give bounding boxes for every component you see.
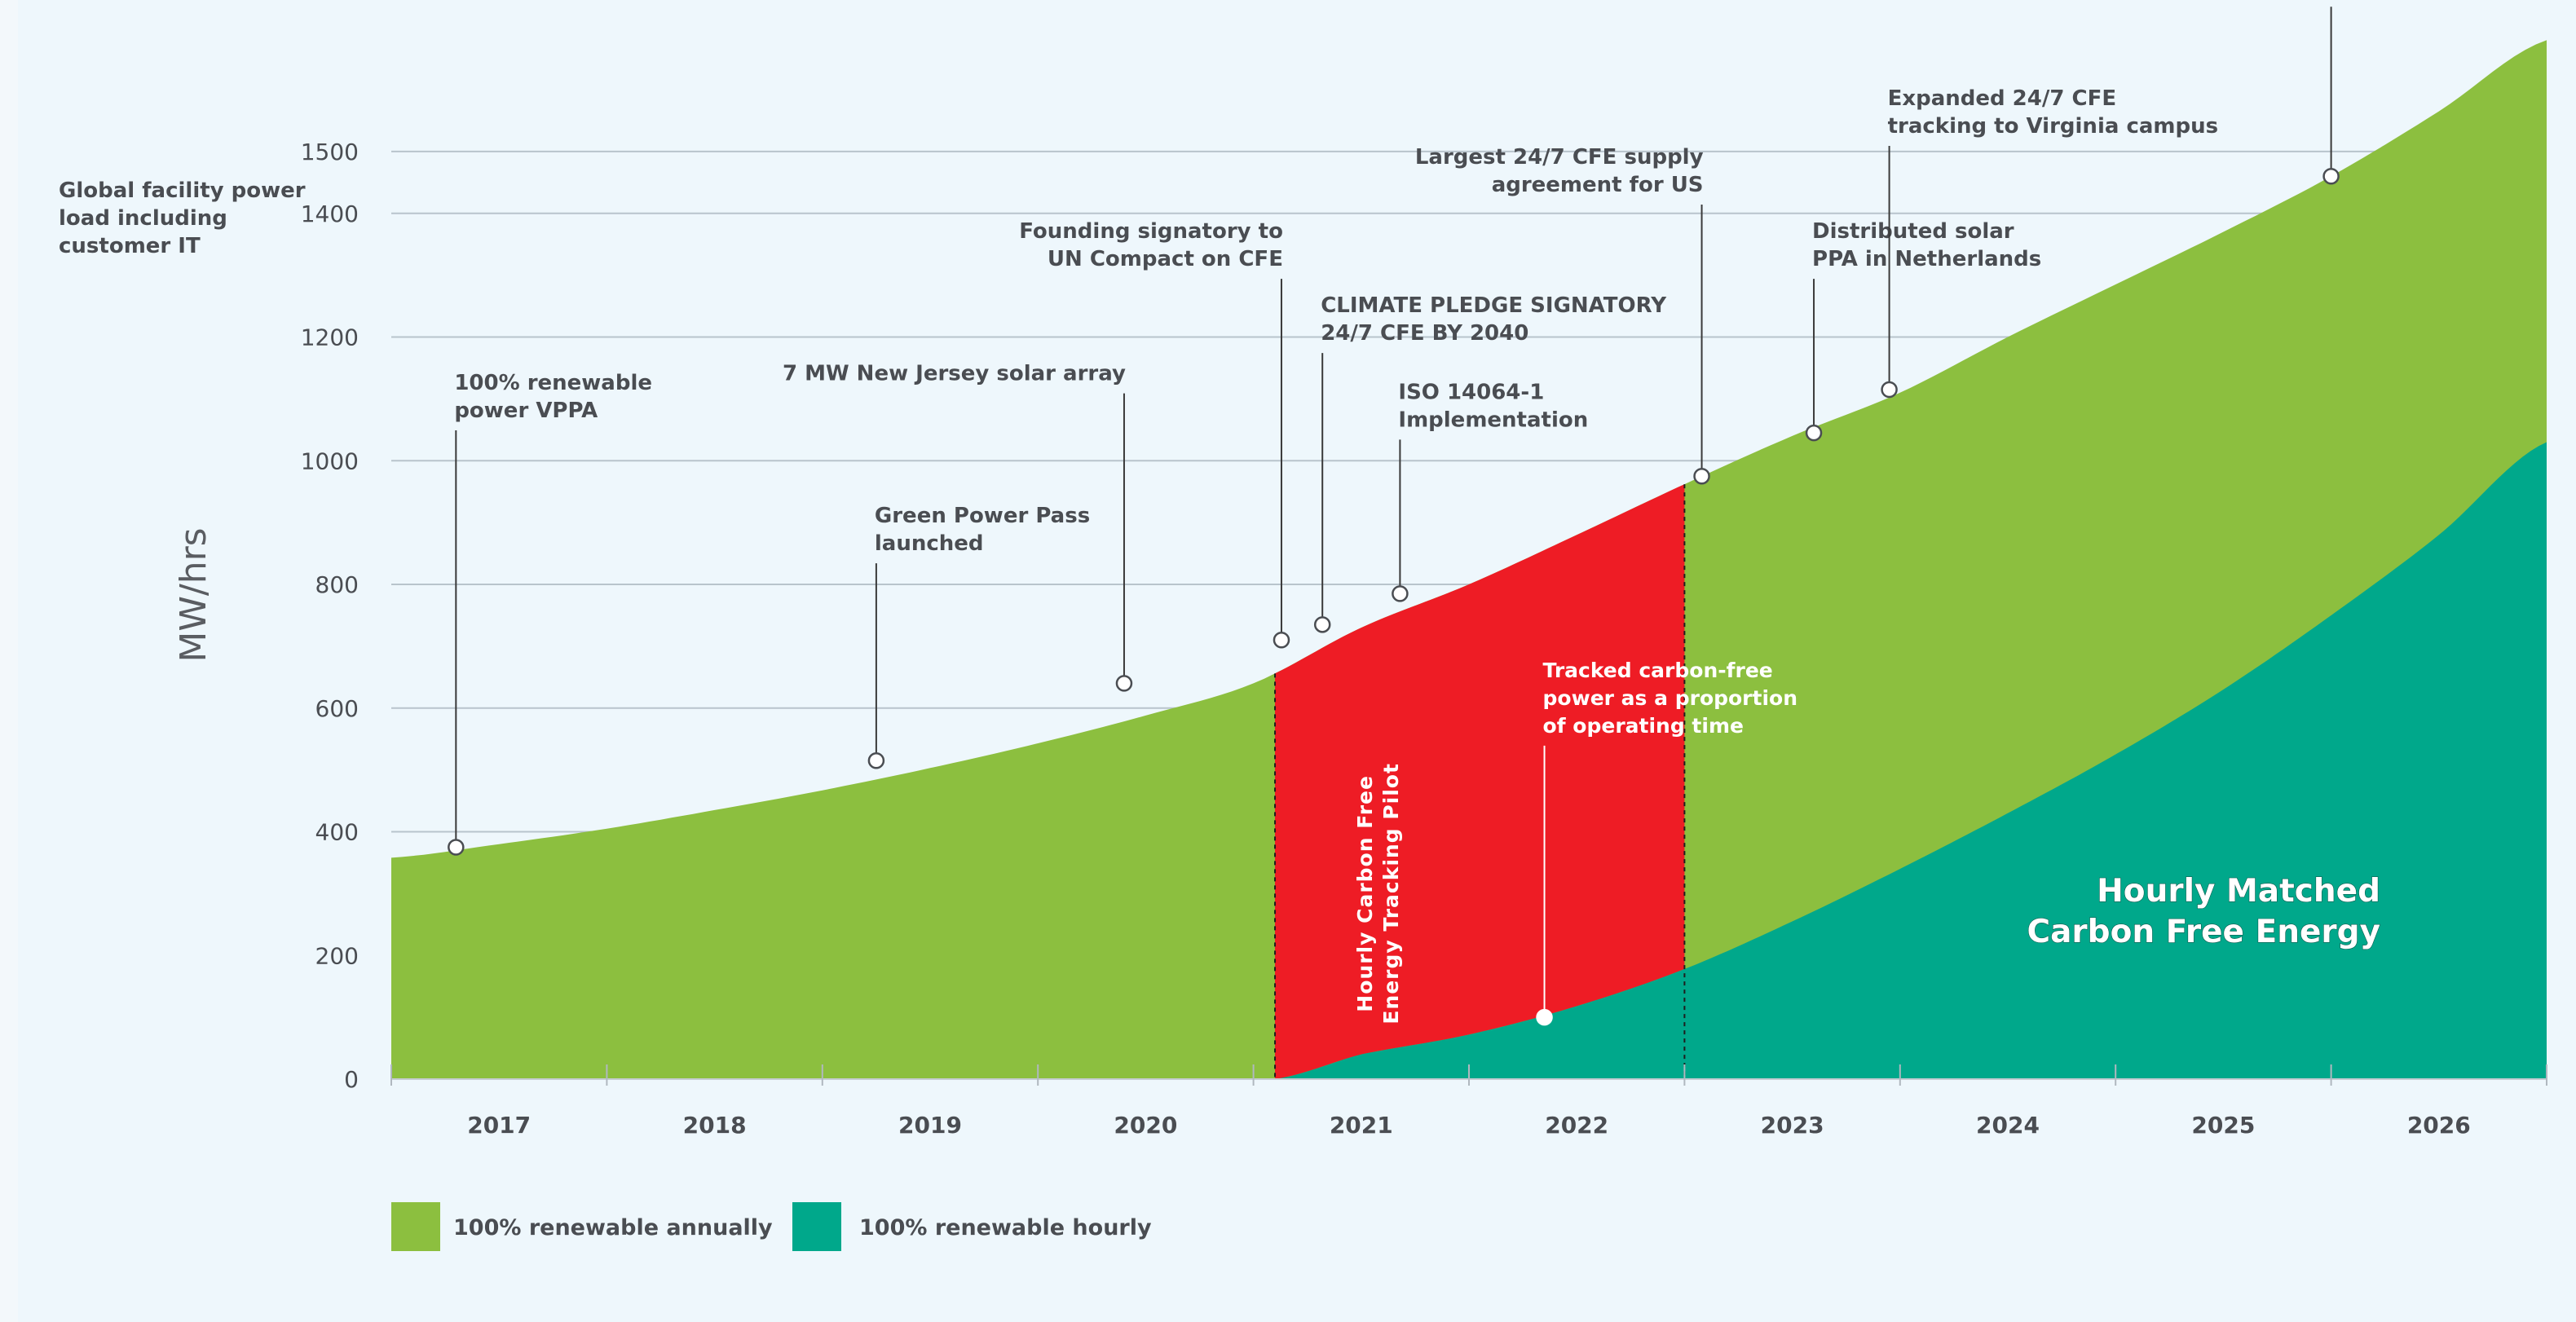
y-tick-label: 1400 xyxy=(301,201,359,227)
x-tick-label: 2022 xyxy=(1545,1112,1608,1139)
annotation-text: agreement for US xyxy=(1492,173,1704,197)
annotation-text: Largest 24/7 CFE supply xyxy=(1415,145,1704,170)
x-tick-label: 2019 xyxy=(898,1112,962,1139)
y-tick-label: 1200 xyxy=(301,324,359,351)
annotation: Founding signatory to UN Compact on CFE xyxy=(1019,219,1290,649)
annotation: Pilot Grid InteractiveCapabilities xyxy=(2322,7,2340,185)
annotation-text: Founding signatory to xyxy=(1019,219,1283,244)
annotation-marker xyxy=(1693,467,1710,485)
legend-item-hourly: 100% renewable hourly xyxy=(792,1202,1152,1251)
x-tick-label: 2026 xyxy=(2407,1112,2471,1139)
x-tick-label: 2021 xyxy=(1330,1112,1393,1139)
annotation-text: 7 MW New Jersey solar array xyxy=(783,362,1126,386)
annotation-text: Tracked carbon-free xyxy=(1543,659,1773,682)
y-tick-label: 200 xyxy=(315,942,359,969)
annotation-text: 100% renewable xyxy=(454,371,652,395)
annotation-text: ISO 14064-1 xyxy=(1398,380,1544,404)
annotation: Largest 24/7 CFE supply agreement for US xyxy=(1415,145,1710,485)
annotation-text: Implementation xyxy=(1398,408,1588,432)
y-tick-label: 0 xyxy=(344,1066,359,1093)
annotation-marker xyxy=(1805,424,1823,442)
annotation-marker xyxy=(1536,1008,1553,1026)
side-note-line: Global facility power xyxy=(59,178,306,203)
annotation: Tracked carbon-free power as a proportion… xyxy=(1536,659,1797,1026)
pilot-band-label: Hourly Carbon Free Energy Tracking Pilot xyxy=(1353,763,1403,1025)
y-tick-label: 1000 xyxy=(301,447,359,474)
annotation-text: CLIMATE PLEDGE SIGNATORY xyxy=(1321,293,1667,318)
hourly-renewable-area xyxy=(1275,442,2547,1079)
x-tick-label: 2024 xyxy=(1976,1112,2040,1139)
annotation-text: UN Compact on CFE xyxy=(1048,247,1283,271)
annotation: Distributed solar PPA in Netherlands xyxy=(1805,219,2041,442)
legend-swatch-hourly xyxy=(792,1202,841,1251)
legend-label-hourly: 100% renewable hourly xyxy=(859,1215,1152,1240)
annotation-marker xyxy=(448,839,465,856)
y-tick-label: 400 xyxy=(315,819,359,846)
chart-areas xyxy=(391,40,2547,1079)
annotation-text: 24/7 CFE BY 2040 xyxy=(1321,321,1528,346)
annotation: Green Power Pass launched xyxy=(867,504,1090,769)
annotation: 100% renewable power VPPA xyxy=(448,371,652,856)
pilot-band-label-line: Energy Tracking Pilot xyxy=(1379,763,1403,1025)
annotation-marker xyxy=(1392,585,1409,602)
x-tick-label: 2023 xyxy=(1761,1112,1824,1139)
annotation-text: power as a proportion xyxy=(1543,686,1797,710)
side-note-line: customer IT xyxy=(59,234,201,258)
annotation-marker xyxy=(2322,167,2340,185)
annotation-text: Green Power Pass xyxy=(875,504,1090,528)
annotation-text: PPA in Netherlands xyxy=(1812,247,2041,271)
x-tick-label: 2018 xyxy=(683,1112,747,1139)
annotation: CLIMATE PLEDGE SIGNATORY 24/7 CFE BY 2040 xyxy=(1313,293,1667,633)
annotation: ISO 14064-1 Implementation xyxy=(1392,380,1588,602)
x-tick-label: 2025 xyxy=(2191,1112,2255,1139)
annotation-text: Distributed solar xyxy=(1812,219,2014,244)
annotation-marker xyxy=(1115,675,1133,692)
y-tick-label: 600 xyxy=(315,695,359,722)
area-labels: Hourly Carbon Free Energy Tracking Pilot H… xyxy=(1353,763,2381,1025)
annotation-marker xyxy=(1881,381,1898,399)
y-axis-label: MW/hrs xyxy=(173,527,214,662)
annotation: Expanded 24/7 CFE tracking to Virginia ca… xyxy=(1881,86,2219,399)
legend-swatch-annual xyxy=(391,1202,440,1251)
legend-label-annual: 100% renewable annually xyxy=(453,1215,773,1240)
side-note-line: load including xyxy=(59,206,227,231)
annotation-marker xyxy=(1313,616,1331,633)
y-tick-label: 800 xyxy=(315,571,359,598)
hourly-area-label: Carbon Free Energy xyxy=(2027,914,2380,950)
annotation-marker xyxy=(1273,632,1290,649)
hourly-area-label: Hourly Matched xyxy=(2097,873,2380,910)
legend: 100% renewable annually 100% renewable ho… xyxy=(391,1202,1152,1251)
y-tick-label: 1500 xyxy=(301,139,359,165)
x-tick-label: 2020 xyxy=(1114,1112,1177,1139)
annotation-text: power VPPA xyxy=(454,399,598,423)
annotation-text: Expanded 24/7 CFE xyxy=(1888,86,2117,111)
annotations: 100% renewable power VPPA Green Power Pass… xyxy=(448,7,2340,1026)
x-tick-label: 2017 xyxy=(467,1112,531,1139)
annotation-text: tracking to Virginia campus xyxy=(1888,114,2219,139)
annotation-marker xyxy=(867,751,885,769)
annotation: 7 MW New Jersey solar array xyxy=(783,362,1133,692)
pilot-band-area xyxy=(1275,484,1685,1079)
annotation-text: launched xyxy=(875,531,984,556)
legend-item-annual: 100% renewable annually xyxy=(391,1202,773,1251)
pilot-band-label-line: Hourly Carbon Free xyxy=(1353,775,1377,1012)
annotation-text: of operating time xyxy=(1543,714,1744,738)
axes: 0 200 400 600 800 1000 1200 1400 1500 2017 2018 201… xyxy=(59,139,2547,1139)
